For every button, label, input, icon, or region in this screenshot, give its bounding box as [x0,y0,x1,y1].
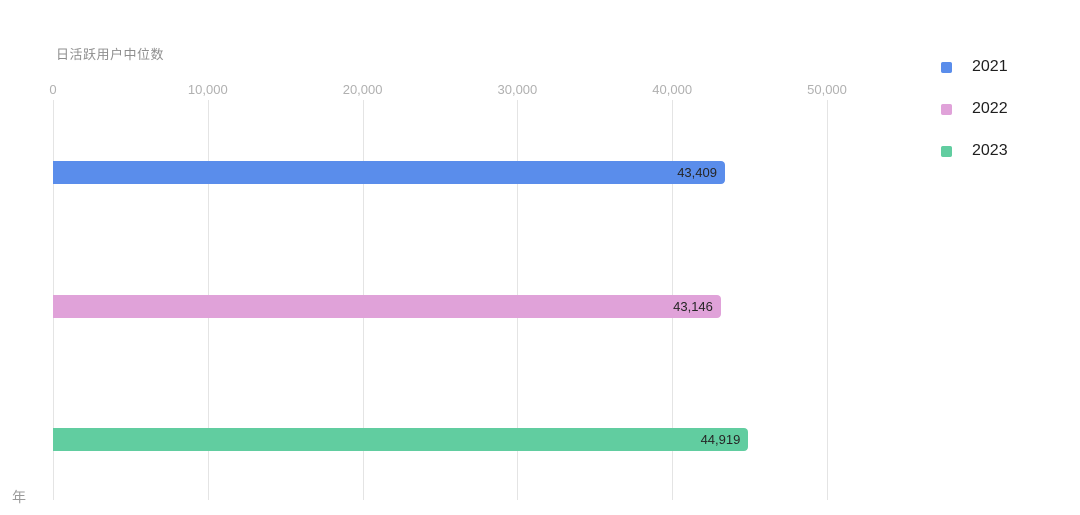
gridline [827,100,828,500]
legend-item-2022[interactable]: 2022 [941,88,1008,130]
bar-2021[interactable]: 43,409 [53,161,725,185]
bar-2023[interactable]: 44,919 [53,427,749,451]
x-tick-label: 0 [49,82,57,97]
bar-value-label: 43,409 [677,165,717,181]
legend-swatch-icon [941,61,952,73]
legend-label: 2023 [972,142,1008,159]
x-tick-label: 50,000 [807,82,847,97]
legend-item-2021[interactable]: 2021 [941,46,1008,88]
plot-area: 43,409 43,146 44,919 [53,100,828,500]
chart-title: 日活跃用户中位数 [56,47,165,62]
legend-label: 2021 [972,58,1008,75]
legend-item-2023[interactable]: 2023 [941,130,1008,172]
legend-swatch-icon [941,145,952,157]
x-tick-label: 10,000 [187,82,228,97]
legend: 2021 2022 2023 [941,46,1008,172]
bar-value-label: 44,919 [700,431,741,447]
x-tick-label: 40,000 [652,82,693,97]
bar-2022[interactable]: 43,146 [53,294,721,318]
legend-label: 2022 [972,100,1008,117]
x-tick-label: 20,000 [342,82,383,97]
x-tick-label: 30,000 [497,82,538,97]
y-axis-title-clipped: 年 [12,489,26,505]
legend-swatch-icon [941,103,952,115]
bar-value-label: 43,146 [673,298,713,314]
